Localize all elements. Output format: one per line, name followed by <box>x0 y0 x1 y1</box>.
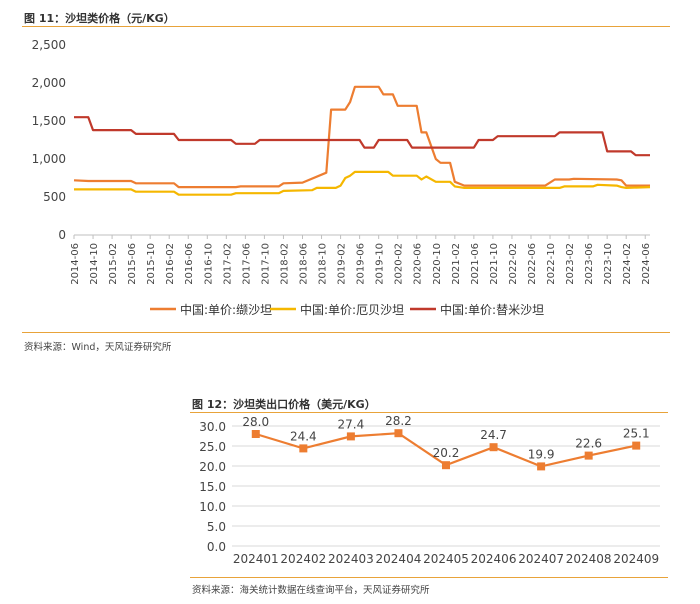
x-tick-label: 2019-06 <box>356 243 367 285</box>
y-tick-label: 20.0 <box>199 460 226 474</box>
x-tick-label: 2019-02 <box>337 243 348 285</box>
x-tick-label: 2016-06 <box>184 243 195 285</box>
x-tick-label: 2017-02 <box>222 243 233 285</box>
x-tick-label: 202404 <box>376 552 422 566</box>
y-tick-label: 1,000 <box>32 152 66 166</box>
x-tick-label: 2019-10 <box>375 243 386 285</box>
y-tick-label: 2,500 <box>32 38 66 52</box>
x-tick-label: 2023-02 <box>565 243 576 285</box>
x-tick-label: 2021-02 <box>451 243 462 285</box>
y-tick-label: 0 <box>58 228 66 242</box>
x-tick-label: 2018-02 <box>279 243 290 285</box>
x-tick-label: 2016-02 <box>165 243 176 285</box>
x-tick-label: 2015-02 <box>108 243 119 285</box>
data-point-marker <box>584 451 593 460</box>
y-tick-label: 25.0 <box>199 440 226 454</box>
data-point-marker <box>537 462 546 471</box>
data-label: 27.4 <box>338 417 365 431</box>
data-point-marker <box>346 432 355 441</box>
data-point-marker <box>489 443 498 452</box>
y-tick-label: 5.0 <box>207 520 226 534</box>
series-line-irbesartan <box>74 170 651 196</box>
figure12-title: 图 12：沙坦类出口价格（美元/KG） <box>192 398 376 411</box>
x-tick-label: 2021-06 <box>470 243 481 285</box>
figure11-title: 图 11：沙坦类价格（元/KG） <box>24 12 175 25</box>
x-tick-label: 2023-06 <box>584 243 595 285</box>
data-label: 24.4 <box>290 429 317 443</box>
data-label: 24.7 <box>480 428 507 442</box>
export-price-line <box>255 432 637 468</box>
data-label: 28.0 <box>242 415 269 429</box>
x-tick-label: 2023-10 <box>603 243 614 285</box>
data-label: 19.9 <box>528 447 555 461</box>
x-tick-label: 2017-10 <box>260 243 271 285</box>
x-tick-label: 2018-10 <box>318 243 329 285</box>
data-label: 25.1 <box>623 427 650 441</box>
x-tick-label: 2024-02 <box>622 243 633 285</box>
x-tick-label: 2020-10 <box>432 243 443 285</box>
y-tick-label: 10.0 <box>199 500 226 514</box>
x-tick-label: 2022-02 <box>508 243 519 285</box>
x-tick-label: 2017-06 <box>241 243 252 285</box>
x-tick-label: 202409 <box>613 552 659 566</box>
legend-label-irbesartan: 中国:单价:厄贝沙坦 <box>300 302 404 317</box>
x-tick-label: 2015-06 <box>127 243 138 285</box>
data-label: 28.2 <box>385 414 412 428</box>
x-tick-label: 202405 <box>423 552 469 566</box>
series-line-valsartan <box>73 85 650 189</box>
series-line-telmisartan <box>74 116 650 157</box>
x-tick-label: 202402 <box>280 552 326 566</box>
y-tick-label: 0.0 <box>207 540 226 554</box>
x-tick-label: 202403 <box>328 552 374 566</box>
x-tick-label: 2018-06 <box>298 243 309 285</box>
x-tick-label: 2020-06 <box>413 243 424 285</box>
x-tick-label: 202406 <box>471 552 517 566</box>
x-tick-label: 2015-10 <box>146 243 157 285</box>
y-tick-label: 30.0 <box>199 420 226 434</box>
legend-label-telmisartan: 中国:单价:替米沙坦 <box>440 302 544 317</box>
figure12-title-rule <box>190 412 668 413</box>
data-label: 20.2 <box>433 446 460 460</box>
x-tick-label: 202408 <box>566 552 612 566</box>
data-point-marker <box>251 430 260 438</box>
data-label: 22.6 <box>575 437 602 451</box>
x-tick-label: 2022-10 <box>546 243 557 285</box>
y-tick-label: 2,000 <box>32 76 66 90</box>
x-tick-label: 2021-10 <box>489 243 500 285</box>
figure12-source: 资料来源：海关统计数据在线查询平台，天风证券研究所 <box>192 585 430 596</box>
x-tick-label: 2014-10 <box>89 243 100 285</box>
y-tick-label: 1,500 <box>32 114 66 128</box>
x-tick-label: 202407 <box>518 552 564 566</box>
y-tick-label: 15.0 <box>199 480 226 494</box>
x-tick-label: 2022-06 <box>527 243 538 285</box>
data-point-marker <box>632 441 641 450</box>
price-line-chart: 0 500 1,000 1,500 2,000 2,500 2014-06 2014-10 20… <box>32 38 653 317</box>
figure11-source-rule <box>22 332 670 333</box>
x-tick-label: 2024-06 <box>641 243 652 285</box>
figure11-title-rule <box>22 26 670 27</box>
data-point-marker <box>299 444 308 453</box>
figure11-source: 资料来源：Wind，天风证券研究所 <box>24 342 172 353</box>
legend-label-valsartan: 中国:单价:缬沙坦 <box>180 302 272 317</box>
x-tick-label: 202401 <box>233 552 279 566</box>
data-point-marker <box>394 429 403 438</box>
y-tick-label: 500 <box>43 190 66 204</box>
data-point-marker <box>442 461 450 470</box>
figure12-source-rule <box>190 577 668 578</box>
x-tick-label: 2016-10 <box>203 243 214 285</box>
x-tick-label: 2014-06 <box>70 243 81 285</box>
x-tick-label: 2020-02 <box>394 243 405 285</box>
